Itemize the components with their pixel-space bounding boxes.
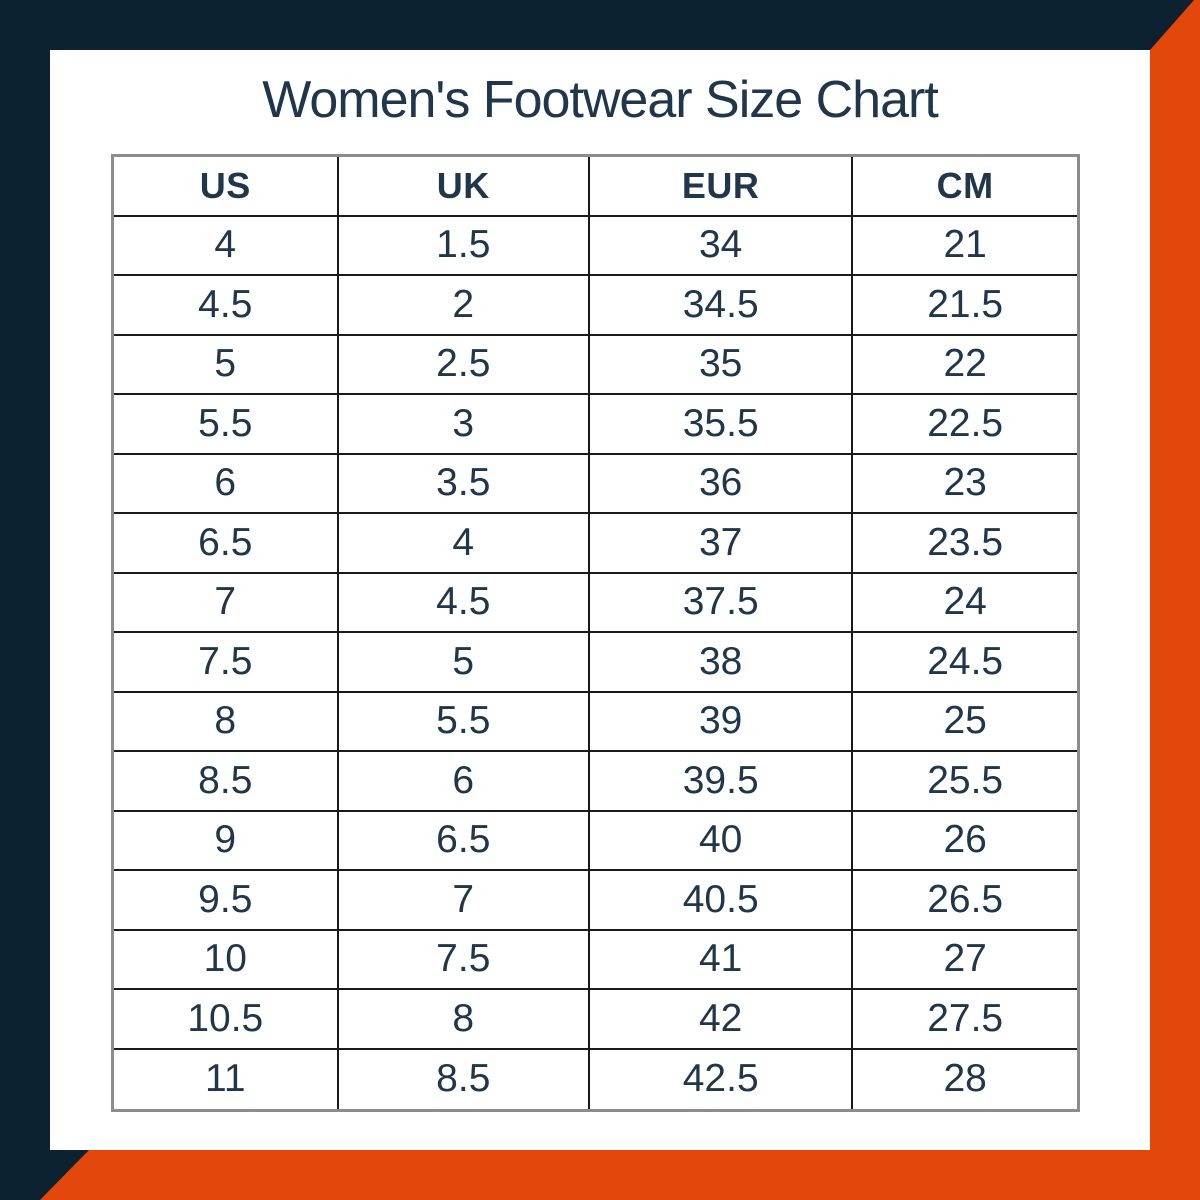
table-cell: 5 bbox=[114, 335, 339, 395]
table-cell: 6.5 bbox=[338, 811, 590, 871]
table-cell: 42 bbox=[590, 990, 854, 1050]
table-cell: 2.5 bbox=[338, 335, 590, 395]
table-cell: 35 bbox=[590, 335, 854, 395]
table-cell: 7 bbox=[338, 871, 590, 931]
table-cell: 36 bbox=[590, 454, 854, 514]
table-cell: 10.5 bbox=[114, 990, 339, 1050]
size-chart-table: US UK EUR CM 4 1.5 34 21 4.5 2 34.5 21.5 5 2.5 35 22 5.5… bbox=[111, 154, 1080, 1112]
table-cell: 4 bbox=[114, 216, 339, 276]
table-cell: 34 bbox=[590, 216, 854, 276]
table-cell: 6 bbox=[338, 752, 590, 812]
table-cell: 4.5 bbox=[114, 276, 339, 336]
table-cell: 26 bbox=[853, 812, 1077, 871]
table-cell: 4.5 bbox=[338, 573, 590, 633]
table-cell: 22 bbox=[853, 336, 1077, 395]
table-cell: 37.5 bbox=[590, 573, 854, 633]
table-cell: 8.5 bbox=[339, 1049, 590, 1109]
table-cell: 10 bbox=[114, 930, 339, 990]
table-cell: 3.5 bbox=[338, 454, 590, 514]
table-cell: 5.5 bbox=[338, 692, 590, 752]
table-cell: 25 bbox=[853, 693, 1077, 752]
table-cell: 5.5 bbox=[114, 395, 339, 455]
table-cell: 28 bbox=[943, 1057, 987, 1101]
table-cell: 1.5 bbox=[338, 216, 590, 276]
table-cell: 23.5 bbox=[853, 514, 1077, 574]
table-cell: 5 bbox=[338, 633, 590, 693]
table-cell: 7.5 bbox=[338, 930, 590, 990]
table-cell: 37 bbox=[590, 514, 854, 574]
table-cell: 39.5 bbox=[590, 752, 854, 812]
table-cell: 25.5 bbox=[853, 752, 1077, 812]
content-card: Women's Footwear Size Chart US UK EUR CM 4 1.… bbox=[50, 50, 1150, 1150]
table-cell: 3 bbox=[338, 395, 590, 455]
table-cell: 27.5 bbox=[853, 990, 1077, 1050]
table-cell: 9 bbox=[114, 811, 339, 871]
table-cell: 41 bbox=[590, 930, 854, 990]
table-cell: 6.5 bbox=[114, 514, 339, 574]
table-cell: 21 bbox=[853, 217, 1077, 276]
table-cell: 11 bbox=[114, 1049, 339, 1109]
column-header-us: US bbox=[114, 157, 339, 217]
table-cell: 21.5 bbox=[853, 276, 1077, 336]
table-cell: 7.5 bbox=[114, 633, 339, 693]
table-cell: 35.5 bbox=[590, 395, 854, 455]
table-cell: 8 bbox=[338, 990, 590, 1050]
table-cell: 7 bbox=[114, 573, 339, 633]
column-header-eur: EUR bbox=[590, 157, 854, 217]
table-cell: 2 bbox=[338, 276, 590, 336]
table-cell: 39 bbox=[590, 692, 854, 752]
column-header-cm: CM bbox=[853, 157, 1077, 217]
table-cell: 8 bbox=[114, 692, 339, 752]
table-cell: 4 bbox=[338, 514, 590, 574]
table-cell: 9.5 bbox=[114, 871, 339, 931]
table-cell: 40 bbox=[590, 811, 854, 871]
table-cell: 38 bbox=[590, 633, 854, 693]
table-cell: 27 bbox=[853, 931, 1077, 990]
page-title: Women's Footwear Size Chart bbox=[262, 71, 939, 129]
table-cell: 23 bbox=[853, 455, 1077, 514]
table-cell: 40.5 bbox=[590, 871, 854, 931]
table-cell: 42.5 bbox=[590, 1049, 854, 1109]
table-cell: 26.5 bbox=[853, 871, 1077, 931]
table-cell: 22.5 bbox=[853, 395, 1077, 455]
table-cell: 8.5 bbox=[114, 752, 339, 812]
table-cell: 34.5 bbox=[590, 276, 854, 336]
table-cell: 6 bbox=[114, 454, 339, 514]
table-cell: 24.5 bbox=[853, 633, 1077, 693]
table-cell: 24 bbox=[853, 574, 1077, 633]
column-header-uk: UK bbox=[338, 157, 590, 217]
